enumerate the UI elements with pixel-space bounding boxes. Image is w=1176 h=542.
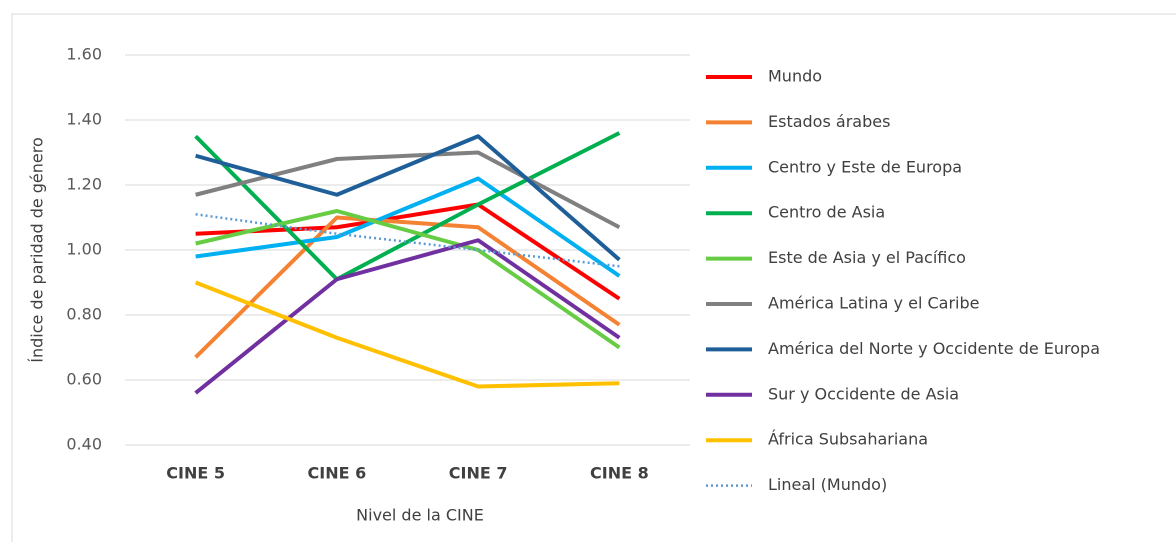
x-tick-label: CINE 8 bbox=[590, 464, 649, 483]
series-line bbox=[195, 134, 621, 262]
x-tick-label: CINE 6 bbox=[308, 464, 367, 483]
y-tick-label: 0.40 bbox=[66, 435, 102, 454]
series-line bbox=[194, 238, 621, 395]
series-line bbox=[195, 202, 621, 301]
series-line bbox=[194, 131, 621, 282]
x-tick-label: CINE 5 bbox=[166, 464, 225, 483]
series-line bbox=[195, 213, 620, 268]
legend-label: Estados árabes bbox=[768, 112, 890, 131]
x-tick-label: CINE 7 bbox=[449, 464, 508, 483]
legend-label: América del Norte y Occidente de Europa bbox=[768, 339, 1100, 358]
y-tick-label: 1.40 bbox=[66, 110, 102, 129]
legend-label: Sur y Occidente de Asia bbox=[768, 384, 959, 403]
y-tick-label: 1.00 bbox=[66, 240, 102, 259]
legend-label: Centro y Este de Europa bbox=[768, 157, 962, 176]
y-tick-label: 1.20 bbox=[66, 175, 102, 194]
series-line bbox=[194, 215, 621, 359]
legend-label: América Latina y el Caribe bbox=[768, 294, 979, 313]
y-tick-label: 0.80 bbox=[66, 305, 102, 324]
legend-label: Este de Asia y el Pacífico bbox=[768, 248, 966, 267]
chart-border bbox=[11, 13, 1176, 542]
legend-label: Mundo bbox=[768, 67, 822, 86]
legend-label: Lineal (Mundo) bbox=[768, 475, 887, 494]
y-tick-label: 1.60 bbox=[66, 45, 102, 64]
x-axis-label: Nivel de la CINE bbox=[356, 506, 484, 525]
y-axis-label: Índice de paridad de género bbox=[28, 137, 47, 363]
series-line bbox=[195, 209, 621, 350]
series-line bbox=[195, 176, 621, 278]
series-line bbox=[194, 280, 620, 389]
legend-label: África Subsahariana bbox=[768, 430, 928, 449]
legend-label: Centro de Asia bbox=[768, 203, 885, 222]
y-tick-label: 0.60 bbox=[66, 370, 102, 389]
